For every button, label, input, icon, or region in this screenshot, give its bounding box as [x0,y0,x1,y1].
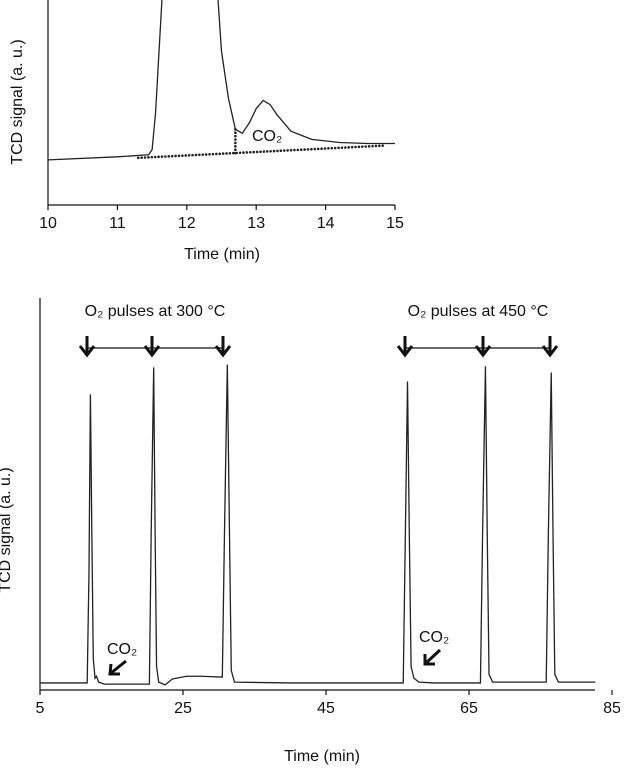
baseline-dots [136,144,386,160]
annotation: CO₂ [107,641,137,658]
signal-trace [48,0,395,161]
pulse-arrows [78,336,559,676]
y-axis-label: TCD signal (a. u.) [0,467,14,592]
x-tick-label: 10 [39,215,57,232]
y-axis-label: TCD signal (a. u.) [9,39,26,164]
annotation: O₂ pulses at 300 °C [85,303,226,320]
x-tick-label: 25 [174,700,192,717]
annotation: O₂ pulses at 450 °C [408,303,549,320]
x-tick-label: 11 [109,215,126,232]
x-axis-label: Time (min) [184,246,260,263]
x-tick-label: 85 [603,700,621,717]
x-tick-label: 13 [247,215,265,232]
x-tick-label: 65 [460,700,478,717]
x-tick-label: 45 [317,700,335,717]
x-tick-label: 15 [386,215,404,232]
x-axis-label: Time (min) [284,748,360,765]
axis-line [47,0,395,206]
annotation: CO₂ [252,128,282,145]
axis-line [39,298,595,691]
signal-trace [40,364,596,686]
plot-area [48,0,395,161]
x-tick-label: 5 [36,700,45,717]
x-tick-label: 12 [178,215,196,232]
plot-area [40,364,596,686]
annotation: CO₂ [419,629,449,646]
x-tick-label: 14 [317,215,335,232]
